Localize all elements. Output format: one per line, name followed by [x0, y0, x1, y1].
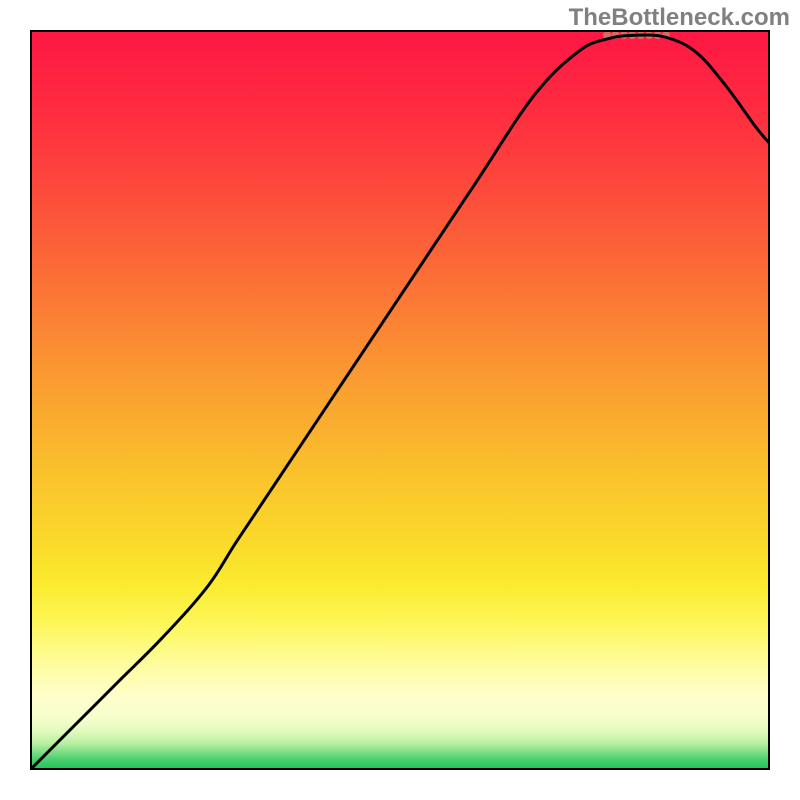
watermark-text: TheBottleneck.com	[569, 4, 790, 32]
bottleneck-chart	[30, 30, 770, 770]
chart-container: TheBottleneck.com	[0, 0, 800, 800]
